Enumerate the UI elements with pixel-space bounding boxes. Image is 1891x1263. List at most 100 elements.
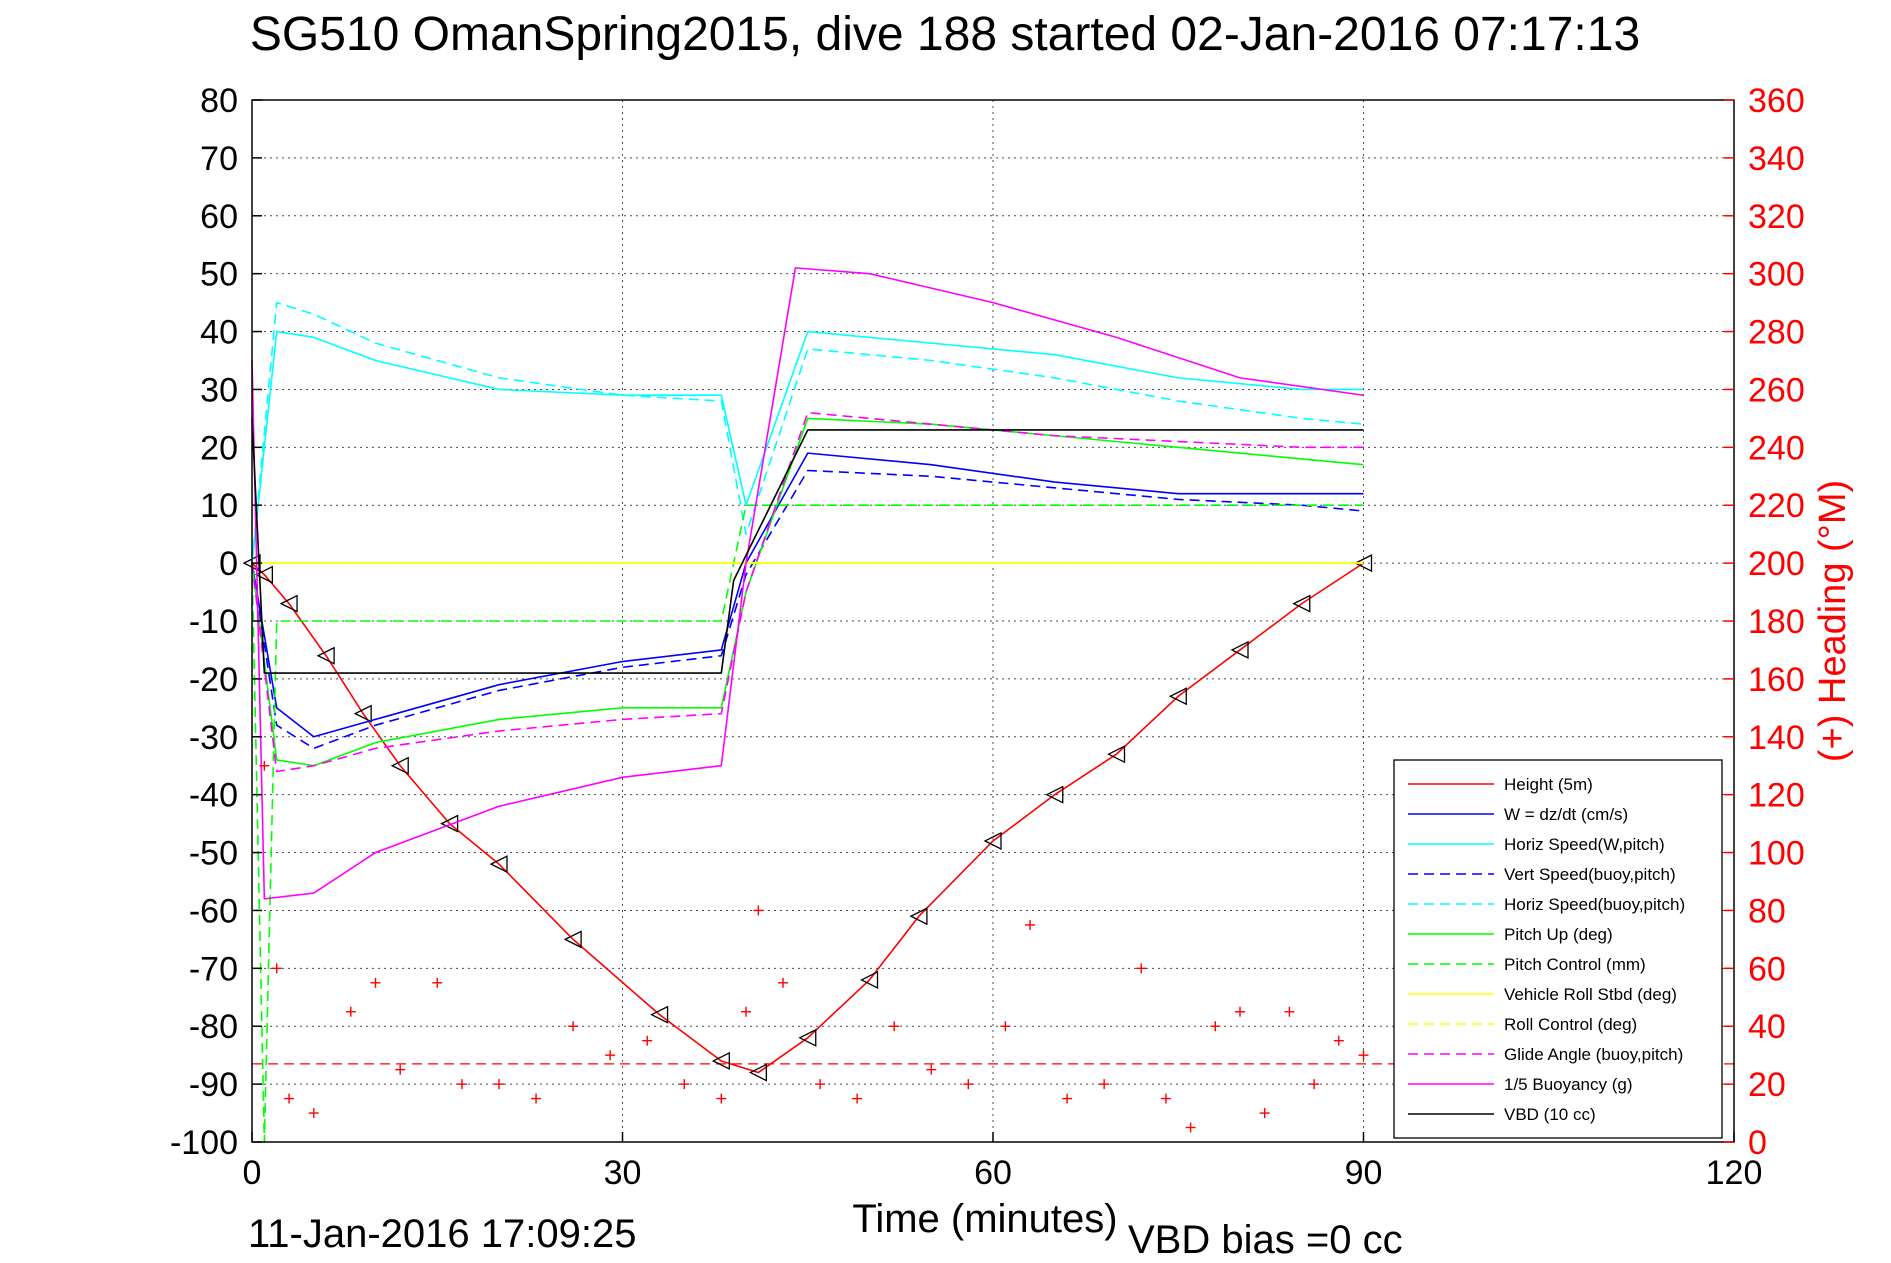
heading-marker xyxy=(1309,1079,1320,1090)
y2-tick-label: 300 xyxy=(1748,256,1805,294)
heading-marker xyxy=(889,1021,900,1032)
heading-marker xyxy=(395,1064,406,1075)
series-line-10 xyxy=(251,267,1364,900)
y2-tick-label: 0 xyxy=(1748,1124,1767,1162)
legend: Height (5m) W = dz/dt (cm/s) Horiz Speed(W… xyxy=(1393,759,1723,1139)
heading-marker xyxy=(1185,1122,1196,1133)
heading-marker xyxy=(1210,1021,1221,1032)
heading-markers xyxy=(259,760,1369,1133)
heading-marker xyxy=(716,1093,727,1104)
x-tick-label: 30 xyxy=(604,1154,642,1192)
y2-tick-label: 340 xyxy=(1748,140,1805,178)
heading-marker xyxy=(456,1079,467,1090)
heading-marker xyxy=(852,1093,863,1104)
y2-tick-label: 80 xyxy=(1748,892,1786,930)
y2-axis-ticks: 3603403203002802602402202001801601401201… xyxy=(1724,82,1805,1162)
y2-tick-label: 240 xyxy=(1748,429,1805,467)
legend-label-6: Pitch Control (mm) xyxy=(1504,955,1646,974)
height-marker xyxy=(353,704,372,723)
heading-marker xyxy=(679,1079,690,1090)
series-line-1 xyxy=(251,452,1364,738)
series-line-9 xyxy=(251,411,1364,773)
height-marker xyxy=(1354,554,1373,573)
heading-marker xyxy=(1358,1050,1369,1061)
y-tick-label: -30 xyxy=(189,719,238,757)
heading-marker xyxy=(1099,1079,1110,1090)
legend-label-0: Height (5m) xyxy=(1504,775,1593,794)
legend-box xyxy=(1393,759,1723,1139)
heading-marker xyxy=(1025,919,1036,930)
height-marker xyxy=(254,565,274,584)
y2-tick-label: 100 xyxy=(1748,835,1805,873)
legend-label-7: Vehicle Roll Stbd (deg) xyxy=(1504,985,1677,1004)
heading-marker xyxy=(284,1093,295,1104)
y2-tick-label: 200 xyxy=(1748,545,1805,583)
heading-marker xyxy=(926,1064,937,1075)
y2-tick-label: 160 xyxy=(1748,661,1805,699)
y-tick-label: 20 xyxy=(200,429,238,467)
y2-tick-label: 260 xyxy=(1748,371,1805,409)
timestamp: 11-Jan-2016 17:09:25 xyxy=(248,1212,637,1256)
y2-tick-label: 360 xyxy=(1748,82,1805,120)
heading-marker xyxy=(605,1050,616,1061)
y2-tick-label: 120 xyxy=(1748,777,1805,815)
y2-tick-label: 140 xyxy=(1748,719,1805,757)
y-tick-label: -70 xyxy=(189,950,238,988)
height-marker xyxy=(316,646,335,665)
y2-axis-label: (+) Heading (°M) xyxy=(1812,480,1854,762)
y-tick-label: 30 xyxy=(200,371,238,409)
heading-marker xyxy=(308,1108,319,1119)
height-marker xyxy=(1292,594,1311,613)
y2-tick-label: 280 xyxy=(1748,314,1805,352)
y2-tick-label: 180 xyxy=(1748,603,1805,641)
heading-marker xyxy=(1160,1093,1171,1104)
heading-marker xyxy=(259,760,270,771)
heading-marker xyxy=(1136,963,1147,974)
legend-label-4: Horiz Speed(buoy,pitch) xyxy=(1504,895,1685,914)
heading-marker xyxy=(963,1079,974,1090)
series-line-6 xyxy=(251,504,1364,1143)
legend-label-10: 1/5 Buoyancy (g) xyxy=(1504,1075,1633,1094)
heading-marker xyxy=(494,1079,504,1090)
legend-label-8: Roll Control (deg) xyxy=(1504,1015,1637,1034)
heading-marker xyxy=(432,977,443,988)
x-tick-label: 120 xyxy=(1706,1154,1763,1192)
heading-marker xyxy=(531,1093,542,1104)
x-axis-ticks: 0 30 60 90 120 xyxy=(243,1132,1763,1192)
heading-marker xyxy=(778,977,789,988)
vbd-bias-label: VBD bias =0 cc xyxy=(1128,1218,1403,1262)
height-marker xyxy=(1168,687,1187,706)
legend-label-1: W = dz/dt (cm/s) xyxy=(1504,805,1628,824)
series-line-11 xyxy=(251,418,1364,674)
y-tick-label: -90 xyxy=(189,1066,238,1104)
legend-label-5: Pitch Up (deg) xyxy=(1504,925,1613,944)
heading-marker xyxy=(642,1035,653,1046)
height-marker xyxy=(798,1028,817,1047)
chart-title: SG510 OmanSpring2015, dive 188 started 0… xyxy=(250,8,1640,61)
heading-marker xyxy=(815,1079,826,1090)
series-line-2 xyxy=(251,330,1364,564)
x-tick-label: 90 xyxy=(1345,1154,1383,1192)
y-tick-label: -40 xyxy=(189,777,238,815)
y2-tick-label: 20 xyxy=(1748,1066,1786,1104)
heading-marker xyxy=(568,1021,579,1032)
height-marker xyxy=(489,855,508,874)
height-marker xyxy=(983,831,1002,851)
series-group xyxy=(242,267,1373,1143)
y-tick-label: 80 xyxy=(200,82,238,120)
series-line-4 xyxy=(251,301,1364,564)
y-axis-ticks: 80 70 60 50 40 30 20 10 0 -10 -20 -30 -40 -50 -60 -70 -8… xyxy=(170,82,262,1162)
y-tick-label: 40 xyxy=(200,314,238,352)
height-marker xyxy=(563,930,582,949)
x-axis-label: Time (minutes) xyxy=(852,1197,1117,1241)
heading-marker xyxy=(345,1006,356,1017)
height-marker xyxy=(440,814,459,833)
legend-label-3: Vert Speed(buoy,pitch) xyxy=(1504,865,1676,884)
height-marker xyxy=(711,1051,730,1071)
y-tick-label: -60 xyxy=(189,892,238,930)
y-tick-label: 60 xyxy=(200,198,238,236)
height-marker xyxy=(909,907,928,926)
height-marker xyxy=(1230,640,1249,659)
legend-label-11: VBD (10 cc) xyxy=(1504,1105,1596,1124)
